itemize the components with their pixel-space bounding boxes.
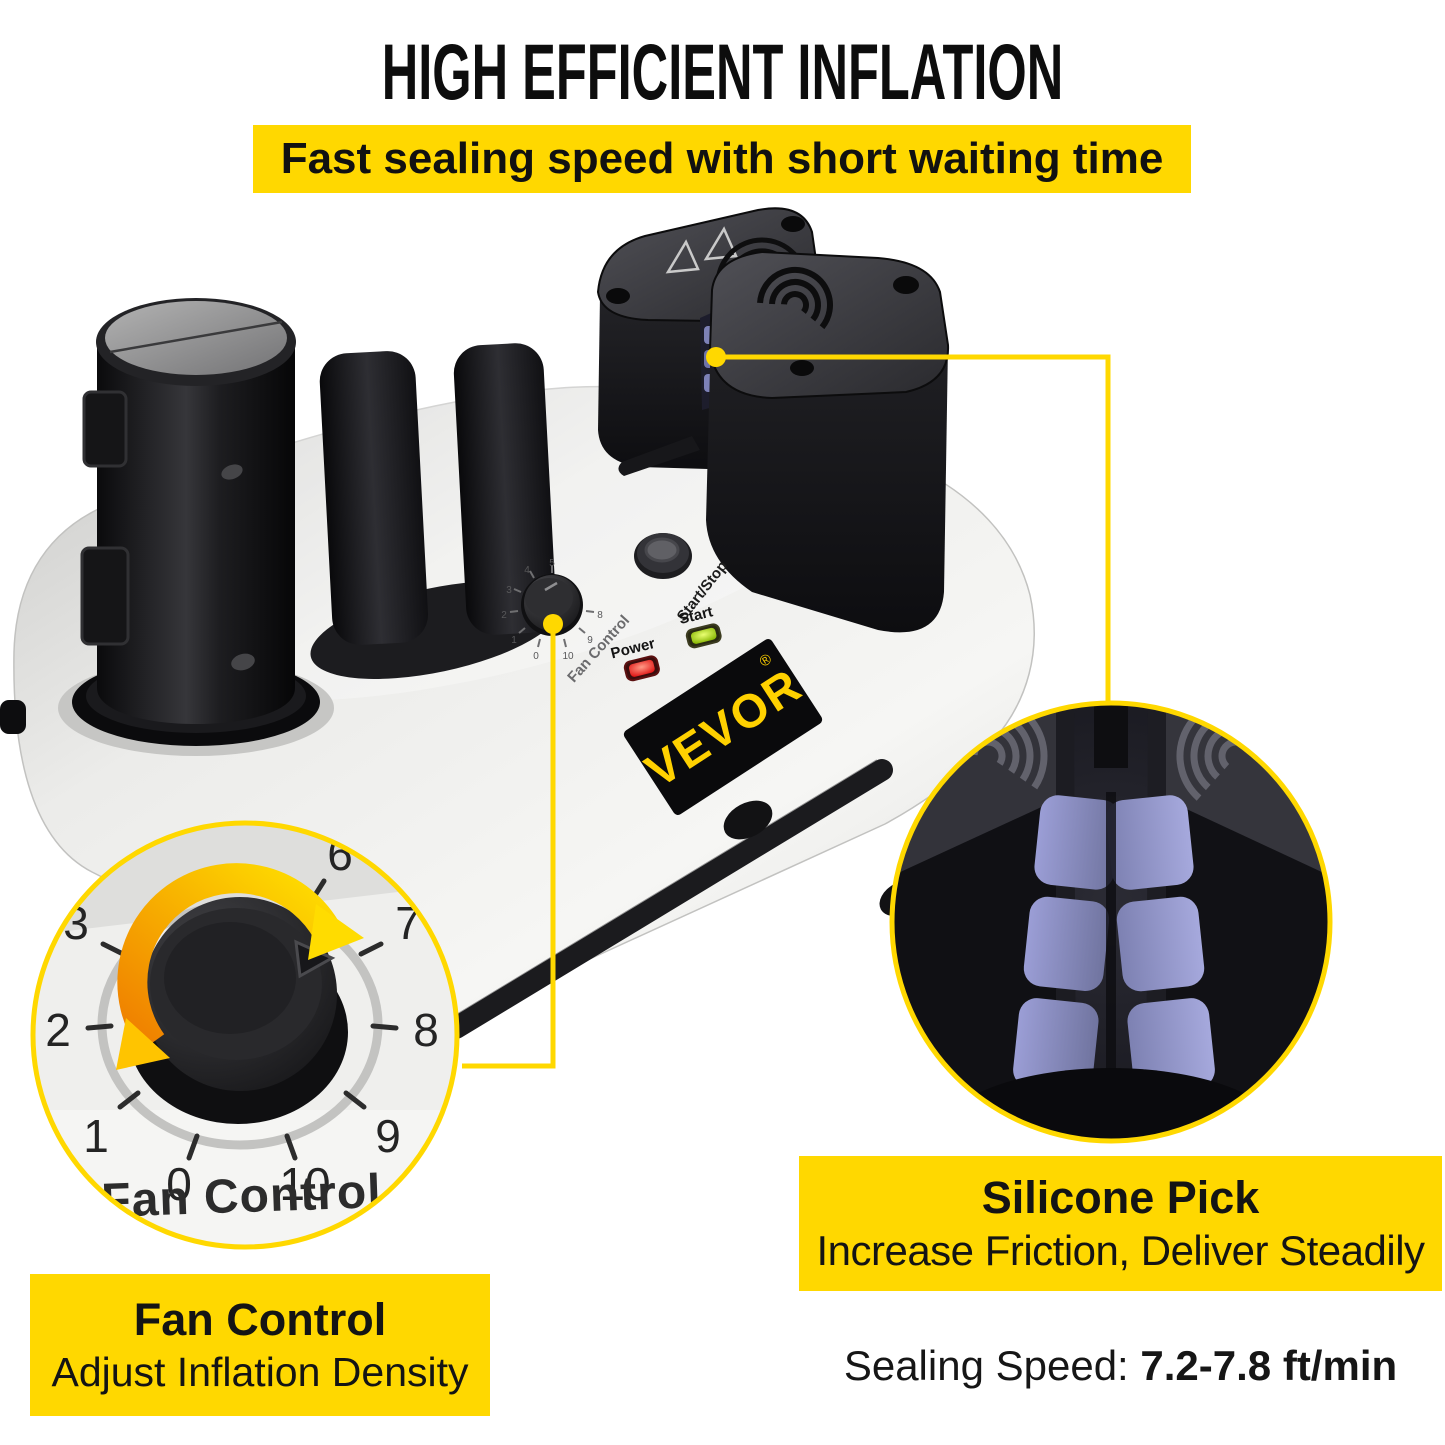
svg-text:4: 4 [524, 565, 530, 576]
fan-control-closeup-circle: 0 1 2 3 6 7 8 9 10 [30, 820, 460, 1250]
svg-text:1: 1 [511, 635, 517, 646]
machine-base-edge [445, 759, 893, 1039]
svg-text:0: 0 [166, 1158, 192, 1210]
fan-callout-title: Fan Control [133, 1293, 387, 1345]
svg-text:8: 8 [413, 1004, 439, 1056]
closeup-fan-label: Fan Control [100, 1165, 382, 1228]
svg-text:10: 10 [279, 1158, 330, 1210]
svg-text:9: 9 [587, 635, 593, 646]
power-led [623, 655, 660, 682]
pick-callout-box: Silicone Pick Increase Friction, Deliver… [799, 1156, 1442, 1291]
fan-callout-subtitle: Adjust Inflation Density [51, 1349, 469, 1396]
sealing-speed-text: Sealing Speed: 7.2-7.8 ft/min [799, 1342, 1442, 1390]
page-title: HIGH EFFICIENT INFLATION [381, 27, 1064, 116]
subtitle-banner: Fast sealing speed with short waiting ti… [253, 125, 1191, 193]
svg-text:1: 1 [83, 1110, 109, 1162]
sealing-cover-front [618, 250, 950, 633]
start-led [685, 623, 722, 649]
pick-callout-title: Silicone Pick [981, 1171, 1260, 1223]
closeup-knob [128, 897, 348, 1124]
roll-clip [80, 546, 130, 646]
warning-triangle-icon [665, 226, 738, 274]
film-guide-paddles [310, 343, 562, 679]
svg-text:0: 0 [533, 651, 539, 662]
roll-clip [82, 390, 128, 468]
knob-scale-numbers: 0 1 2 3 4 5 8 9 10 [501, 558, 603, 662]
svg-text:10: 10 [562, 651, 574, 662]
closeup-silicone-picks [1013, 792, 1215, 1093]
power-cord [0, 700, 26, 734]
svg-text:8: 8 [597, 610, 603, 621]
rotation-arrow-icon [116, 863, 364, 1070]
fan-callout-box: Fan Control Adjust Inflation Density [30, 1274, 490, 1416]
svg-text:3: 3 [506, 585, 512, 596]
callout-line-pick [706, 347, 1111, 702]
film-roll-holder [58, 298, 334, 756]
svg-text:9: 9 [375, 1110, 401, 1162]
svg-text:2: 2 [45, 1004, 71, 1056]
pick-callout-subtitle: Increase Friction, Deliver Steadily [816, 1227, 1425, 1275]
callout-line-fan [462, 614, 563, 1069]
machine-foot [723, 800, 773, 840]
svg-text:2: 2 [501, 610, 507, 621]
svg-text:5: 5 [549, 558, 555, 569]
sealing-speed-value: 7.2-7.8 ft/min [1140, 1342, 1398, 1389]
sealing-speed-label: Sealing Speed: [843, 1342, 1141, 1389]
start-stop-button [634, 533, 692, 579]
speaker-grille-icon [757, 267, 833, 343]
tension-lever [618, 436, 700, 476]
